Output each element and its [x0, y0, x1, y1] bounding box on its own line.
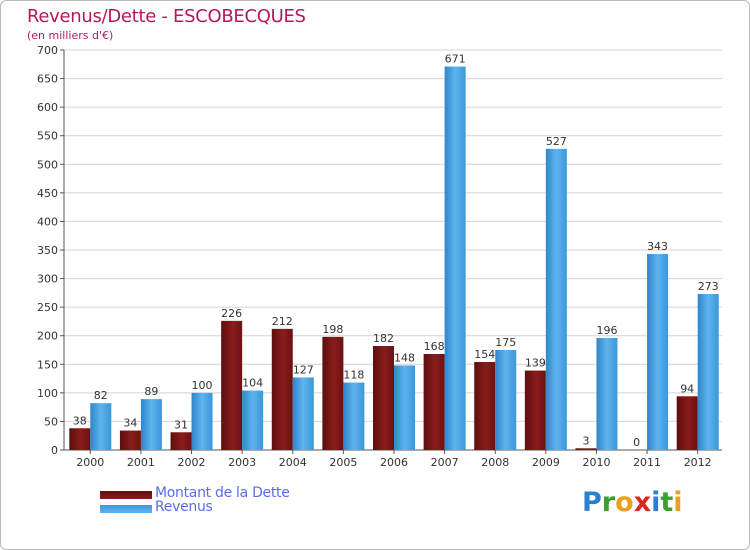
y-tick-label: 0 — [51, 444, 58, 457]
bar-dette — [474, 362, 496, 450]
bar-revenus — [242, 390, 264, 450]
y-tick-label: 400 — [37, 215, 58, 228]
bar-revenus — [191, 392, 213, 450]
x-tick-label: 2001 — [127, 456, 155, 469]
value-label-dette: 139 — [525, 357, 546, 370]
bar-dette — [423, 354, 445, 450]
bar-revenus — [90, 403, 112, 450]
bar-dette — [170, 432, 192, 450]
y-tick-label: 550 — [37, 130, 58, 143]
y-tick-label: 700 — [37, 44, 58, 57]
x-tick-label: 2000 — [76, 456, 104, 469]
x-tick-label: 2009 — [532, 456, 560, 469]
bar-revenus — [394, 365, 415, 450]
x-tick-label: 2004 — [279, 456, 307, 469]
bar-dette — [524, 370, 546, 450]
logo-letter: o — [615, 487, 634, 518]
x-tick-label: 2003 — [228, 456, 256, 469]
bar-dette — [271, 328, 293, 450]
bar-revenus — [647, 254, 669, 450]
bar-dette — [69, 428, 91, 450]
value-label-dette: 94 — [680, 382, 694, 395]
y-tick-label: 100 — [37, 387, 58, 400]
value-label-revenus: 527 — [546, 135, 567, 148]
bar-dette — [676, 396, 698, 450]
logo-letter: x — [633, 487, 652, 518]
bar-dette — [119, 430, 141, 450]
bar-dette — [221, 320, 243, 450]
value-label-dette: 31 — [174, 418, 188, 431]
value-label-revenus: 82 — [94, 389, 108, 402]
logo-letter: i — [651, 487, 661, 518]
value-label-dette: 154 — [474, 348, 495, 361]
value-label-revenus: 148 — [394, 351, 415, 364]
logo-letter: i — [673, 487, 683, 518]
value-label-revenus: 343 — [647, 240, 668, 253]
value-label-dette: 3 — [582, 434, 589, 447]
value-label-dette: 212 — [272, 315, 293, 328]
bars — [69, 66, 719, 451]
value-label-revenus: 671 — [445, 53, 466, 66]
y-tick-label: 500 — [37, 158, 58, 171]
y-tick-label: 250 — [37, 301, 58, 314]
x-tick-label: 2005 — [329, 456, 357, 469]
value-label-dette: 34 — [123, 417, 137, 430]
value-label-dette: 198 — [322, 323, 343, 336]
logo-letter: r — [601, 487, 616, 518]
value-label-revenus: 175 — [495, 336, 516, 349]
legend-swatch-dette — [100, 491, 152, 499]
y-tick-label: 300 — [37, 273, 58, 286]
x-tick-label: 2008 — [481, 456, 509, 469]
bar-dette — [373, 346, 394, 450]
y-tick-label: 50 — [44, 415, 58, 428]
value-label-revenus: 196 — [596, 324, 617, 337]
y-tick-label: 450 — [37, 187, 58, 200]
value-label-dette: 38 — [73, 414, 87, 427]
bar-revenus — [292, 377, 314, 450]
value-label-revenus: 100 — [192, 379, 213, 392]
value-label-dette: 226 — [221, 307, 242, 320]
value-label-revenus: 104 — [242, 377, 263, 390]
bar-revenus — [495, 350, 517, 450]
value-label-revenus: 89 — [144, 385, 158, 398]
bar-revenus — [343, 382, 365, 450]
axes: 0 50 100 150 200 250 300 350 400 450 500 550 600 650 7… — [37, 44, 722, 469]
bar-revenus — [140, 399, 162, 450]
legend-swatch-revenus — [100, 505, 152, 513]
y-tick-label: 650 — [37, 73, 58, 86]
bar-dette — [575, 448, 597, 450]
logo-letter: P — [582, 487, 602, 518]
chart-subtitle: (en milliers d'€) — [27, 29, 114, 42]
value-label-revenus: 273 — [698, 280, 719, 293]
legend-label-dette: Montant de la Dette — [155, 485, 290, 501]
x-tick-label: 2011 — [633, 456, 661, 469]
x-tick-label: 2012 — [684, 456, 712, 469]
bar-revenus — [697, 294, 719, 450]
value-label-dette: 168 — [424, 340, 445, 353]
proxiti-logo: Proxiti — [582, 487, 683, 518]
value-label-revenus: 127 — [293, 363, 314, 376]
bar-revenus — [545, 148, 567, 450]
value-label-revenus: 118 — [343, 369, 364, 382]
bar-revenus — [596, 338, 618, 450]
x-tick-label: 2010 — [582, 456, 610, 469]
legend-label-revenus: Revenus — [155, 499, 213, 515]
bar-dette — [322, 336, 344, 450]
bar-revenus — [444, 66, 466, 451]
x-tick-label: 2007 — [431, 456, 459, 469]
x-tick-label: 2002 — [178, 456, 206, 469]
y-tick-label: 600 — [37, 101, 58, 114]
y-tick-label: 200 — [37, 330, 58, 343]
chart-title: Revenus/Dette - ESCOBECQUES — [27, 6, 306, 27]
value-label-dette: 0 — [633, 436, 640, 449]
value-label-dette: 182 — [373, 332, 394, 345]
x-tick-label: 2006 — [380, 456, 408, 469]
y-tick-label: 150 — [37, 358, 58, 371]
y-tick-label: 350 — [37, 244, 58, 257]
logo-letter: t — [660, 487, 674, 518]
